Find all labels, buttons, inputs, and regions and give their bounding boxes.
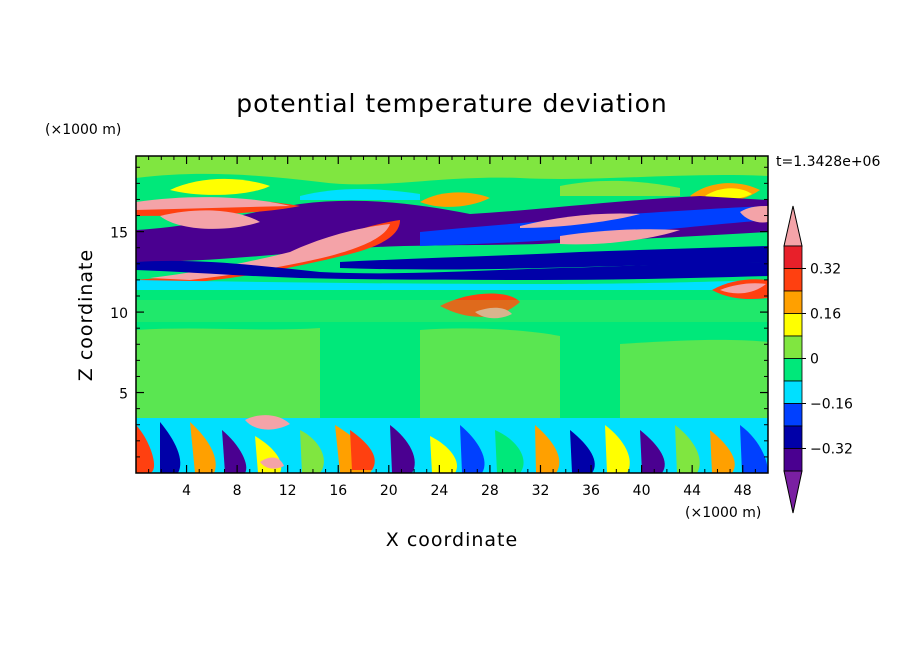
y-tick-label-0: 5	[119, 387, 128, 403]
field-bottom-blue-b	[740, 425, 768, 473]
x-tick-label-3: 16	[329, 483, 347, 499]
field-yellow-patch-a	[170, 178, 270, 195]
time-label: t=1.3428e+06	[776, 154, 880, 170]
field-pink-patch-right	[720, 283, 766, 294]
colorbar-swatch-1	[783, 268, 803, 292]
field-bottom-orange-a	[190, 422, 216, 473]
field-bottom-red-a	[136, 425, 155, 473]
field-navy-band	[136, 260, 768, 280]
field-bottom-yellow-c	[605, 425, 630, 473]
field-bottom-purple-c	[640, 430, 665, 473]
field-green-mid-c	[620, 339, 768, 420]
field-pink-patch-b	[160, 210, 260, 229]
field-navy-band-b	[340, 246, 768, 270]
colorbar-label-0: 0.32	[810, 262, 841, 278]
field-pink-patch-mid	[475, 307, 512, 319]
field-green-mid-d	[136, 300, 768, 322]
x-tick-label-0: 4	[182, 483, 191, 499]
field-bottom-green-c	[675, 425, 700, 473]
x-tick-label-8: 36	[582, 483, 600, 499]
y-axis-label: Z coordinate	[75, 249, 97, 381]
x-tick-label-2: 12	[279, 483, 297, 499]
colorbar-swatch-0	[783, 245, 803, 269]
field-bottom-orange-c	[535, 425, 560, 473]
x-unit-label: (×1000 m)	[685, 505, 761, 521]
x-tick-label-1: 8	[233, 483, 242, 499]
field-pink-blob-main	[150, 224, 390, 280]
field-bottom-red-b	[350, 430, 375, 470]
field-yellow-patch-b	[705, 188, 752, 200]
field-cyan-patch-a	[300, 189, 420, 200]
y-unit-label: (×1000 m)	[45, 122, 121, 138]
x-tick-label-10: 44	[683, 483, 701, 499]
x-ticks: 4 8 12 16 20 24 28 32 36 40 44 48	[148, 156, 756, 499]
x-tick-label-9: 40	[633, 483, 651, 499]
x-axis-label: X coordinate	[386, 529, 518, 551]
x-tick-label-7: 32	[532, 483, 550, 499]
y-ticks: 5 10 15	[110, 166, 768, 458]
field-green-patch-a	[560, 180, 680, 196]
colorbar-swatch-7	[783, 403, 803, 427]
field-bottom-pink-a	[260, 457, 284, 469]
heatmap-field	[136, 156, 768, 473]
y-tick-label-2: 15	[110, 226, 128, 242]
field-bottom-navy-b	[570, 430, 595, 473]
field-green-mid-b	[420, 328, 560, 420]
colorbar-swatch-4	[783, 335, 803, 359]
colorbar: 0.32 0.16 0 −0.16 −0.32	[783, 205, 853, 514]
field-bottom-green-b	[495, 430, 524, 473]
field-bottom-navy-a	[160, 422, 181, 473]
colorbar-swatch-5	[783, 358, 803, 382]
field-bottom-orange-d	[710, 430, 735, 473]
field-bottom-yellow-b	[430, 436, 458, 473]
colorbar-label-3: −0.16	[810, 397, 853, 413]
colorbar-swatch-2	[783, 290, 803, 314]
field-bottom-pink-b	[245, 415, 290, 430]
field-orange-patch-b	[420, 192, 490, 207]
colorbar-label-1: 0.16	[810, 307, 841, 323]
colorbar-swatch-3	[783, 313, 803, 337]
colorbar-label-2: 0	[810, 352, 819, 368]
field-pink-patch-e	[740, 206, 768, 223]
field-pink-patch-d	[520, 213, 640, 228]
field-pink-patch-c	[560, 229, 680, 245]
colorbar-swatch-9	[783, 448, 803, 472]
y-tick-label-1: 10	[110, 306, 128, 322]
field-pink-patch-a	[136, 197, 290, 210]
x-tick-label-11: 48	[734, 483, 752, 499]
chart-title: potential temperature deviation	[236, 89, 667, 118]
x-tick-label-5: 24	[430, 483, 448, 499]
x-tick-label-6: 28	[481, 483, 499, 499]
colorbar-label-4: −0.32	[810, 442, 853, 458]
field-bottom-purple-a	[222, 430, 247, 473]
field-bottom-blue-a	[460, 425, 485, 473]
field-bottom-purple-b	[390, 425, 415, 473]
field-bottom-green-a	[300, 430, 324, 473]
field-green-mid-a	[136, 328, 320, 420]
field-cyan-band	[136, 280, 768, 290]
colorbar-top-arrow	[783, 205, 803, 247]
x-tick-label-4: 20	[380, 483, 398, 499]
colorbar-swatch-8	[783, 425, 803, 449]
colorbar-swatch-6	[783, 380, 803, 404]
colorbar-bottom-arrow	[783, 470, 803, 514]
field-blue-band-upper	[420, 206, 768, 246]
